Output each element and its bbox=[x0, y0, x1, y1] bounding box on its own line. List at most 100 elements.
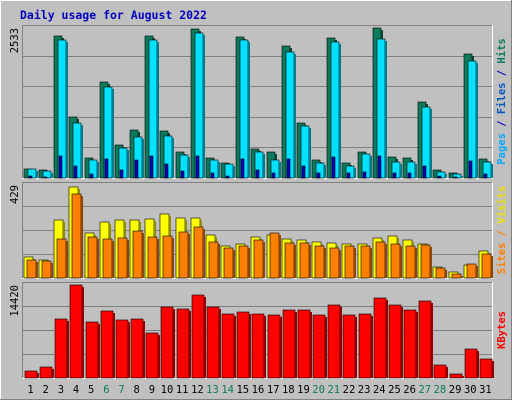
bar-sites-day-7 bbox=[117, 237, 128, 279]
chart-panel-3: 14420 KBytes bbox=[9, 282, 508, 379]
bar-pages-day-28 bbox=[437, 175, 442, 179]
bar-shadow bbox=[189, 311, 191, 378]
bar-shadow bbox=[462, 376, 464, 378]
bar-shadow bbox=[461, 276, 463, 278]
bar-sites-day-20 bbox=[314, 245, 325, 279]
bar-shadow bbox=[370, 248, 372, 278]
bar-pages-day-14 bbox=[225, 175, 230, 179]
bar-shadow bbox=[157, 239, 159, 278]
bar-shadow bbox=[81, 125, 83, 178]
x-tick-label-day-9: 9 bbox=[149, 384, 155, 396]
bar-pages-day-4 bbox=[73, 165, 78, 179]
bar-shadow bbox=[67, 321, 69, 378]
bar-sites-day-30 bbox=[466, 263, 477, 279]
bar-shadow bbox=[98, 324, 100, 378]
bar-shadow bbox=[233, 250, 235, 278]
x-tick-label-day-4: 4 bbox=[73, 384, 79, 396]
bar-pages-day-7 bbox=[119, 169, 124, 179]
bar-shadow bbox=[172, 138, 174, 178]
x-tick-label-day-19: 19 bbox=[297, 384, 310, 396]
x-tick-label-day-27: 27 bbox=[418, 384, 431, 396]
x-tick-label-day-17: 17 bbox=[267, 384, 280, 396]
bar-shadow bbox=[37, 373, 39, 378]
series-files bbox=[27, 32, 493, 179]
bar-shadow bbox=[218, 162, 220, 178]
bar-kbytes-day-12 bbox=[191, 294, 205, 379]
legend-label: KBytes bbox=[496, 311, 508, 349]
bar-kbytes-day-15 bbox=[236, 311, 250, 379]
bar-sites-day-24 bbox=[375, 241, 386, 279]
bar-shadow bbox=[234, 316, 236, 378]
bar-shadow bbox=[143, 321, 145, 378]
bar-shadow bbox=[325, 317, 327, 378]
bar-pages-day-30 bbox=[468, 160, 473, 179]
x-tick-label-day-22: 22 bbox=[343, 384, 356, 396]
chart-title: Daily usage for August 2022 bbox=[20, 8, 207, 22]
x-tick-label-day-12: 12 bbox=[191, 384, 204, 396]
x-tick-label-day-25: 25 bbox=[388, 384, 401, 396]
bar-pages-day-11 bbox=[180, 170, 185, 179]
bar-kbytes-day-25 bbox=[388, 304, 402, 379]
bar-shadow bbox=[219, 309, 221, 378]
bar-kbytes-day-26 bbox=[403, 309, 417, 379]
bar-kbytes-day-1 bbox=[24, 370, 38, 379]
bar-kbytes-day-11 bbox=[176, 308, 190, 379]
bar-shadow bbox=[204, 297, 206, 378]
bar-pages-day-10 bbox=[164, 163, 169, 179]
x-tick-label-day-28: 28 bbox=[434, 384, 447, 396]
bar-shadow bbox=[81, 196, 83, 278]
bar-sites-day-23 bbox=[360, 245, 371, 279]
x-tick-label-day-7: 7 bbox=[118, 384, 124, 396]
bar-shadow bbox=[158, 335, 160, 378]
bar-pages-day-6 bbox=[104, 158, 109, 179]
bar-shadow bbox=[127, 150, 129, 178]
bar-sites-day-17 bbox=[269, 232, 280, 279]
bar-shadow bbox=[36, 171, 38, 178]
bar-shadow bbox=[52, 369, 54, 378]
legend-part: Files bbox=[496, 83, 508, 115]
bar-pages-day-8 bbox=[134, 159, 139, 179]
bar-sites-day-29 bbox=[451, 273, 462, 279]
bar-shadow bbox=[445, 174, 447, 178]
legend-part: / bbox=[496, 224, 508, 243]
bar-sites-day-2 bbox=[41, 260, 52, 279]
bar-shadow bbox=[142, 139, 144, 178]
bar-shadow bbox=[340, 307, 342, 378]
bar-kbytes-day-4 bbox=[69, 284, 83, 379]
bar-kbytes-day-22 bbox=[342, 314, 356, 379]
bar-shadow bbox=[430, 109, 432, 178]
bar-shadow bbox=[97, 239, 99, 278]
bar-pages-day-1 bbox=[28, 175, 33, 179]
bar-kbytes-day-24 bbox=[373, 297, 387, 379]
bar-pages-day-24 bbox=[377, 155, 382, 179]
bar-shadow bbox=[294, 245, 296, 278]
bar-shadow bbox=[263, 242, 265, 278]
bar-pages-day-26 bbox=[407, 172, 412, 179]
bar-shadow bbox=[51, 263, 53, 278]
bar-files-day-30 bbox=[467, 60, 477, 179]
x-tick-label-day-16: 16 bbox=[252, 384, 265, 396]
bar-kbytes-day-28 bbox=[433, 364, 447, 379]
bar-shadow bbox=[446, 367, 448, 378]
bar-kbytes-day-21 bbox=[327, 304, 341, 379]
x-tick-label-day-3: 3 bbox=[58, 384, 64, 396]
bar-sites-day-10 bbox=[162, 235, 173, 279]
bar-shadow bbox=[172, 238, 174, 278]
bar-shadow bbox=[370, 156, 372, 178]
bar-shadow bbox=[355, 317, 357, 378]
bar-pages-day-9 bbox=[149, 155, 154, 179]
legend-part: Visits bbox=[496, 186, 508, 224]
bar-kbytes-day-13 bbox=[206, 306, 220, 379]
bar-kbytes-day-5 bbox=[85, 321, 99, 379]
bar-shadow bbox=[263, 154, 265, 178]
bar-sites-day-25 bbox=[390, 243, 401, 279]
bar-kbytes-day-23 bbox=[358, 313, 372, 379]
bar-pages-day-5 bbox=[89, 173, 94, 179]
bar-sites-day-12 bbox=[193, 226, 204, 279]
bar-shadow bbox=[36, 262, 38, 278]
x-tick-label-day-2: 2 bbox=[43, 384, 49, 396]
x-tick-label-day-11: 11 bbox=[176, 384, 189, 396]
bar-shadow bbox=[188, 157, 190, 178]
bar-shadow bbox=[310, 312, 312, 378]
